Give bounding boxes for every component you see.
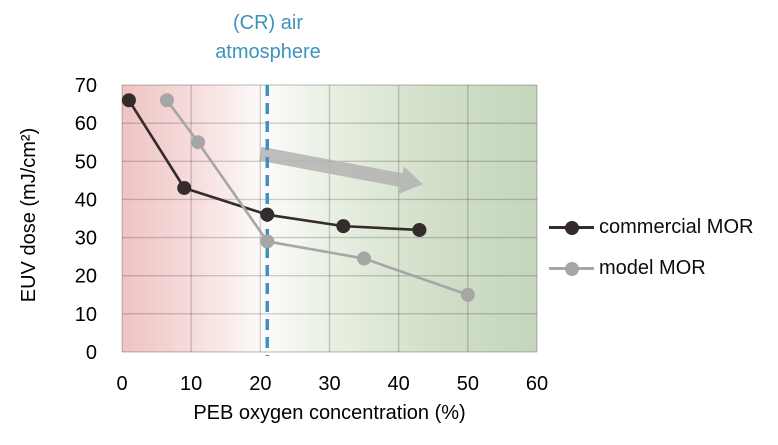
data-point [260, 207, 275, 222]
legend-dot-icon [564, 220, 579, 235]
y-tick-label: 40 [75, 189, 97, 211]
x-axis-title: PEB oxygen concentration (%) [193, 402, 466, 424]
x-tick-label: 50 [457, 373, 479, 395]
data-point [336, 219, 351, 234]
data-point [177, 180, 192, 195]
y-tick-label: 20 [75, 266, 97, 288]
x-tick-label: 30 [318, 373, 340, 395]
reference-line-annotation: (CR) air atmosphere [215, 12, 321, 63]
data-point [412, 222, 427, 237]
data-point [460, 287, 475, 302]
legend: commercial MOR model MOR [549, 207, 753, 289]
x-tick-label: 10 [180, 373, 202, 395]
y-tick-label: 10 [75, 304, 97, 326]
legend-label-model-mor: model MOR [599, 257, 706, 279]
y-tick-label: 60 [75, 113, 97, 135]
data-point [121, 93, 136, 108]
data-point [191, 135, 206, 150]
trend-arrow-icon [259, 146, 423, 194]
legend-marker-commercial-mor [549, 220, 594, 236]
data-point [159, 93, 174, 108]
x-tick-label: 40 [388, 373, 410, 395]
y-tick-label: 50 [75, 151, 97, 173]
y-tick-label: 30 [75, 228, 97, 250]
legend-item-commercial-mor: commercial MOR [549, 207, 753, 248]
data-point [357, 251, 372, 266]
x-tick-label: 60 [526, 373, 548, 395]
legend-marker-model-mor [549, 261, 594, 277]
y-tick-label: 70 [75, 75, 97, 97]
x-tick-label: 0 [116, 373, 127, 395]
y-axis-title: EUV dose (mJ/cm²) [18, 127, 40, 303]
legend-dot-icon [564, 261, 579, 276]
legend-item-model-mor: model MOR [549, 248, 753, 289]
legend-label-commercial-mor: commercial MOR [599, 216, 754, 238]
y-tick-label: 0 [86, 342, 97, 364]
plot-area-background [122, 85, 537, 352]
x-tick-label: 20 [249, 373, 271, 395]
data-point [260, 234, 275, 249]
